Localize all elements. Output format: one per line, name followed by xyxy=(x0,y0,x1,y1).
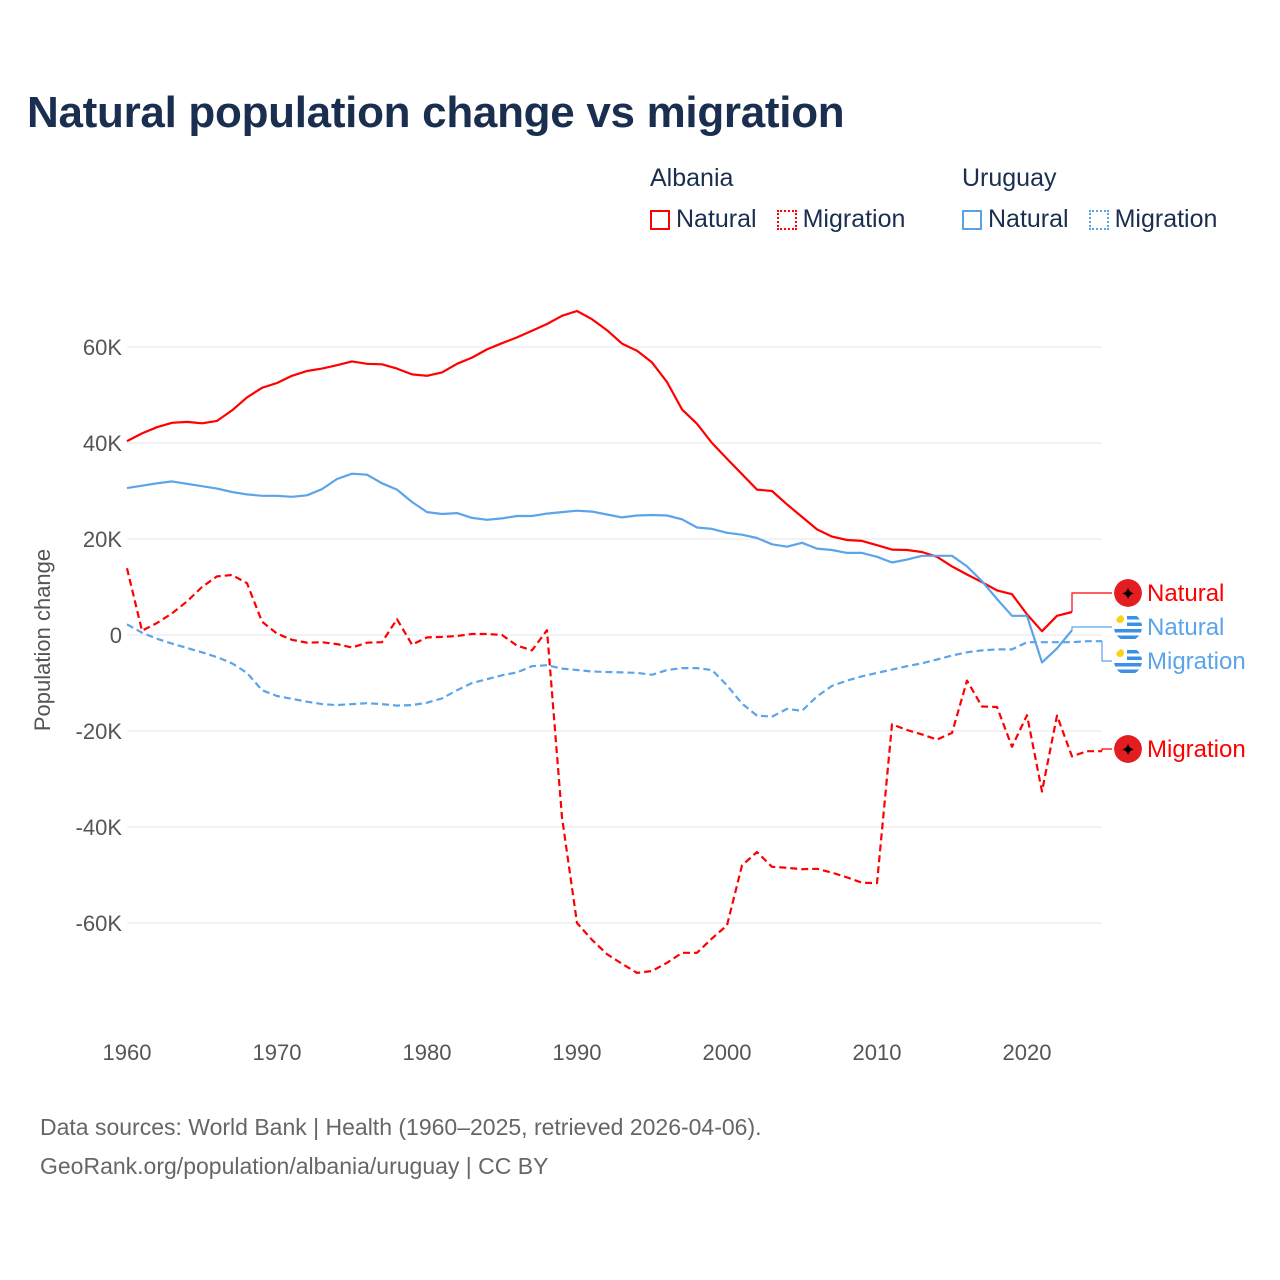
label-connector xyxy=(1071,592,1112,612)
x-tick-label: 2010 xyxy=(853,1040,902,1065)
solid-line-swatch-icon xyxy=(962,209,982,230)
y-tick-label: 60K xyxy=(83,335,122,360)
end-labels: ✦ Natural Natural Migration ✦ Migration xyxy=(1071,579,1246,763)
albania-flag-icon: ✦ xyxy=(1114,735,1142,763)
sun-icon xyxy=(1116,615,1124,623)
eagle-icon: ✦ xyxy=(1120,584,1135,604)
series-line-albania-natural xyxy=(126,309,1073,633)
legend-country-uruguay: Uruguay xyxy=(962,164,1057,192)
y-tick-label: 20K xyxy=(83,527,122,552)
flag-stripe xyxy=(1114,656,1142,660)
y-tick-label: -40K xyxy=(76,815,123,840)
flag-stripe xyxy=(1114,650,1142,654)
solid-line-swatch-icon xyxy=(650,209,670,230)
series-line-albania-migration xyxy=(125,568,1102,975)
x-tick-label: 1960 xyxy=(103,1040,152,1065)
end-label-albania-natural: Natural xyxy=(1147,580,1224,607)
legend-group-uruguay: Uruguay Natural Migration xyxy=(962,164,1217,234)
legend-label: Migration xyxy=(1114,205,1218,233)
legend-item-uruguay-natural[interactable]: Natural xyxy=(962,205,1069,234)
y-tick-label: -20K xyxy=(76,719,123,744)
x-axis-ticks: 1960 1970 1980 1990 2000 2010 2020 xyxy=(103,1040,1052,1065)
legend-label: Natural xyxy=(988,205,1069,233)
attribution-link[interactable]: GeoRank.org/population/albania/uruguay |… xyxy=(40,1153,549,1179)
x-tick-label: 1980 xyxy=(403,1040,452,1065)
flag-stripe xyxy=(1114,622,1142,626)
label-connector xyxy=(1101,641,1112,662)
flag-stripe xyxy=(1114,669,1142,673)
legend-item-albania-migration[interactable]: Migration xyxy=(776,205,906,234)
legend-label: Migration xyxy=(802,205,906,233)
sun-icon xyxy=(1116,649,1124,657)
flag-stripe xyxy=(1114,616,1142,620)
flag-stripe xyxy=(1114,635,1142,639)
x-tick-label: 2000 xyxy=(703,1040,752,1065)
albania-flag-icon: ✦ xyxy=(1114,579,1142,607)
y-tick-label: -60K xyxy=(76,911,123,936)
flag-stripe xyxy=(1114,663,1142,667)
series-line-uruguay-natural xyxy=(126,472,1073,664)
y-tick-label: 0 xyxy=(110,623,122,648)
footer: Data sources: World Bank | Health (1960–… xyxy=(40,1108,762,1186)
x-tick-label: 1990 xyxy=(553,1040,602,1065)
label-connector xyxy=(1071,626,1112,631)
series-line-uruguay-migration xyxy=(126,623,1102,718)
end-label-albania-migration: Migration xyxy=(1147,736,1246,763)
gridlines xyxy=(127,346,1102,924)
y-axis-ticks: -60K -40K -20K 0 20K 40K 60K xyxy=(76,335,123,936)
eagle-icon: ✦ xyxy=(1120,740,1135,760)
flag-background xyxy=(1114,579,1142,607)
legend-country-albania: Albania xyxy=(650,164,734,192)
label-connector xyxy=(1101,748,1112,752)
flag-background xyxy=(1114,735,1142,763)
legend-label: Natural xyxy=(676,205,757,233)
y-axis-title: Population change xyxy=(30,549,55,731)
uruguay-flag-icon xyxy=(1114,647,1142,675)
legend-item-uruguay-migration[interactable]: Migration xyxy=(1088,205,1218,234)
x-tick-label: 1970 xyxy=(253,1040,302,1065)
chart-title: Natural population change vs migration xyxy=(27,88,845,137)
dotted-line-swatch-icon xyxy=(776,209,797,230)
uruguay-flag-icon xyxy=(1114,613,1142,641)
legend-group-albania: Albania Natural Migration xyxy=(650,164,905,234)
x-tick-label: 2020 xyxy=(1003,1040,1052,1065)
end-label-uruguay-natural: Natural xyxy=(1147,614,1224,641)
legend-item-albania-natural[interactable]: Natural xyxy=(650,205,757,234)
y-tick-label: 40K xyxy=(83,431,122,456)
end-label-uruguay-migration: Migration xyxy=(1147,648,1246,675)
data-source-note: Data sources: World Bank | Health (1960–… xyxy=(40,1114,762,1140)
series-lines xyxy=(125,309,1102,975)
dotted-line-swatch-icon xyxy=(1088,209,1109,230)
flag-stripe xyxy=(1114,629,1142,633)
